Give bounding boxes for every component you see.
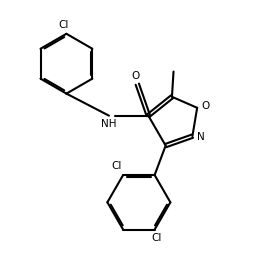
Text: Cl: Cl: [151, 233, 161, 243]
Text: O: O: [201, 101, 209, 111]
Text: Cl: Cl: [59, 20, 69, 30]
Text: Cl: Cl: [111, 161, 122, 171]
Text: O: O: [132, 71, 140, 81]
Text: NH: NH: [101, 119, 117, 130]
Text: N: N: [197, 132, 205, 142]
